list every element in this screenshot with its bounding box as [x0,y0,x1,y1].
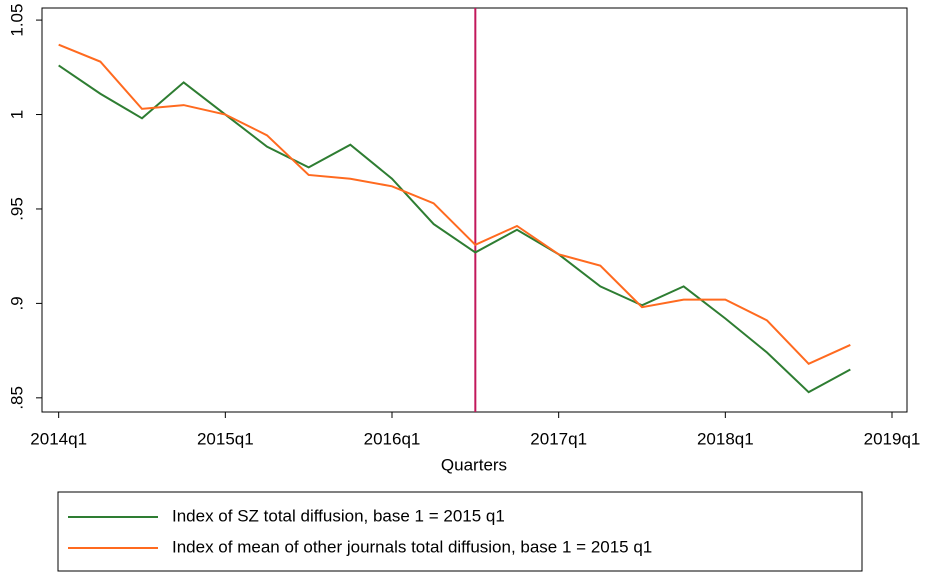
y-tick-label: 1.05 [7,4,26,37]
x-tick-label: 2016q1 [364,429,421,448]
y-tick-label: .85 [7,386,26,410]
y-tick-label: .9 [7,296,26,310]
legend-label: Index of SZ total diffusion, base 1 = 20… [172,506,505,525]
legend-label: Index of mean of other journals total di… [172,537,652,556]
legend-box [57,491,863,572]
y-tick-label: .95 [7,197,26,221]
x-tick-label: 2015q1 [197,429,254,448]
x-axis-label: Quarters [441,455,507,474]
series-line [58,43,851,366]
y-tick-label: 1 [7,110,26,119]
x-tick-label: 2018q1 [697,429,754,448]
x-tick-label: 2019q1 [864,429,921,448]
x-tick-label: 2017q1 [530,429,587,448]
series-line [58,64,851,394]
x-tick-label: 2014q1 [30,429,87,448]
